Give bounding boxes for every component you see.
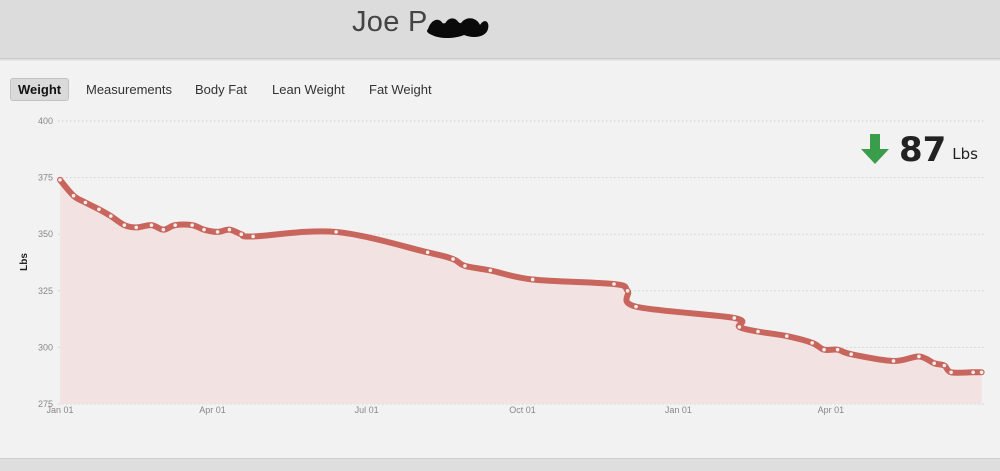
weight-change-unit: Lbs: [952, 145, 978, 163]
tab-lean-weight[interactable]: Lean Weight: [272, 82, 345, 97]
data-point: [891, 359, 896, 363]
weight-change-value: 87: [898, 130, 947, 170]
y-tick-label: 400: [38, 116, 53, 126]
data-point: [835, 347, 840, 352]
x-tick-label: Jan 01: [46, 405, 73, 415]
data-point: [251, 234, 255, 239]
header: Joe P: [0, 0, 1000, 59]
tab-weight[interactable]: Weight: [10, 78, 70, 101]
redaction-scribble: [427, 18, 489, 38]
data-point: [227, 227, 232, 232]
arrow-down-icon: [860, 134, 889, 164]
x-tick-label: Oct 01: [509, 405, 536, 415]
data-point: [612, 282, 616, 286]
tab-measurements[interactable]: Measurements: [86, 82, 172, 97]
x-tick-label: Apr 01: [818, 405, 845, 415]
data-point: [784, 334, 789, 338]
x-tick-label: Jul 01: [355, 405, 379, 415]
data-point: [634, 304, 638, 309]
area-fill: [60, 179, 982, 404]
data-point: [161, 227, 166, 232]
user-name: Joe P: [352, 6, 428, 38]
x-tick-label: Jan 01: [665, 405, 692, 415]
data-point: [917, 354, 921, 359]
tab-body-fat[interactable]: Body Fat: [195, 82, 248, 97]
y-axis-title: Lbs: [19, 253, 30, 271]
y-tick-label: 350: [38, 229, 53, 239]
data-point: [488, 268, 493, 273]
data-point: [83, 200, 88, 205]
data-point: [625, 289, 630, 293]
weight-change-summary: 87 Lbs: [860, 128, 978, 170]
data-point: [971, 370, 975, 375]
data-point: [822, 347, 826, 352]
data-point: [215, 230, 220, 234]
data-point: [149, 223, 154, 227]
data-point: [942, 363, 947, 368]
data-point: [979, 370, 984, 375]
data-point: [530, 277, 535, 282]
data-point: [202, 227, 206, 232]
data-point: [334, 230, 338, 234]
data-point: [58, 178, 62, 182]
y-tick-label: 300: [38, 342, 53, 352]
data-point: [451, 257, 455, 261]
data-point: [173, 223, 178, 227]
x-tick-label: Apr 01: [199, 405, 226, 415]
data-point: [737, 325, 742, 329]
data-point: [932, 361, 936, 366]
data-point: [810, 341, 814, 345]
data-point: [190, 223, 194, 227]
data-point: [97, 207, 101, 212]
tab-fat-weight[interactable]: Fat Weight: [369, 82, 432, 97]
data-point: [122, 223, 127, 227]
y-tick-label: 275: [38, 399, 53, 409]
data-point: [109, 214, 113, 218]
data-point: [949, 370, 953, 375]
data-point: [71, 193, 76, 198]
data-point: [756, 329, 760, 334]
data-point: [463, 264, 467, 268]
weight-series-line: [57, 176, 985, 376]
data-point: [849, 352, 853, 356]
y-tick-label: 375: [38, 173, 53, 183]
data-point: [239, 232, 244, 236]
y-tick-label: 325: [38, 286, 53, 296]
data-point: [134, 225, 139, 230]
data-point: [732, 316, 737, 320]
data-point: [425, 250, 430, 255]
